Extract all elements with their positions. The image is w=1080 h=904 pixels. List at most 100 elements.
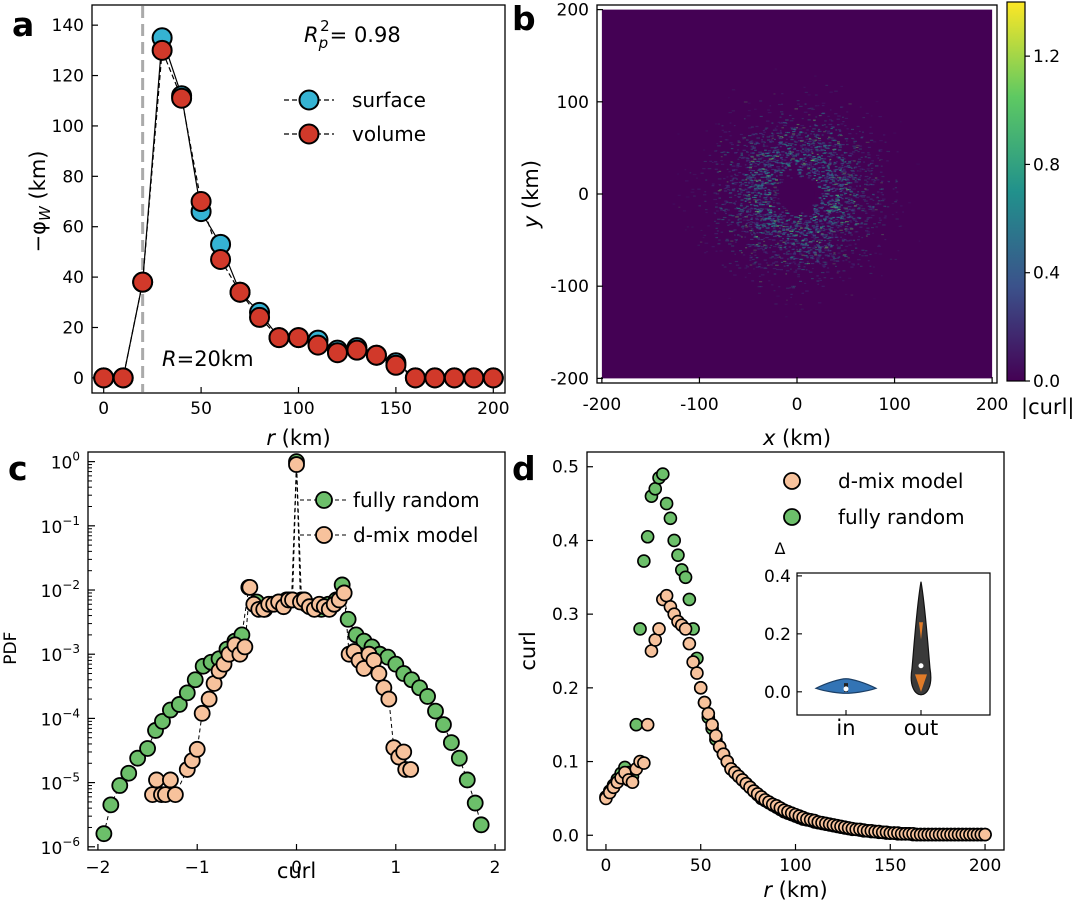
heatmap-cell: [812, 247, 816, 249]
heatmap-cell: [810, 166, 815, 168]
heatmap-cell: [742, 216, 745, 218]
heatmap-cell: [836, 272, 839, 274]
heatmap-cell: [677, 173, 680, 175]
heatmap-cell: [748, 272, 752, 275]
heatmap-cell: [822, 261, 827, 263]
heatmap-cell: [826, 212, 829, 215]
heatmap-cell: [829, 91, 833, 93]
heatmap-cell: [814, 222, 818, 224]
heatmap-cell: [816, 280, 820, 282]
heatmap-cell: [728, 262, 732, 265]
heatmap-cell: [830, 153, 833, 156]
heatmap-cell: [785, 156, 788, 159]
data-point-volume: [443, 367, 465, 389]
heatmap-cell: [837, 208, 841, 211]
heatmap-cell: [776, 153, 779, 155]
heatmap-cell: [742, 228, 745, 230]
heatmap-cell: [729, 214, 733, 216]
heatmap-cell: [732, 202, 735, 204]
heatmap-cell: [707, 168, 712, 170]
heatmap-cell: [737, 234, 740, 236]
heatmap-cell: [747, 199, 751, 201]
heatmap-cell: [832, 154, 836, 156]
heatmap-cell: [799, 144, 803, 147]
heatmap-cell: [782, 218, 785, 220]
heatmap-cell: [832, 148, 836, 151]
heatmap-cell: [829, 237, 834, 239]
heatmap-cell: [800, 166, 804, 168]
heatmap-cell: [877, 157, 880, 159]
heatmap-cell: [880, 165, 883, 167]
heatmap-cell: [758, 168, 762, 171]
data-point-volume: [93, 367, 115, 389]
heatmap-cell: [805, 151, 810, 153]
data-point-fully random: [472, 816, 490, 834]
heatmap-cell: [797, 216, 800, 219]
heatmap-cell: [855, 203, 860, 206]
heatmap-cell: [745, 150, 748, 153]
heatmap-cell: [790, 143, 794, 145]
heatmap-cell: [804, 147, 807, 149]
heatmap-cell: [870, 139, 874, 141]
heatmap-cell: [795, 155, 798, 157]
heatmap-cell: [818, 139, 822, 142]
heatmap-cell: [856, 185, 858, 187]
heatmap-cell: [767, 109, 770, 111]
heatmap-cell: [827, 163, 831, 165]
heatmap-cell: [742, 189, 746, 191]
heatmap-cell: [819, 241, 823, 243]
heatmap-cell: [800, 125, 805, 127]
heatmap-cell: [821, 165, 825, 167]
heatmap-cell: [895, 181, 898, 183]
heatmap-cell: [818, 114, 823, 117]
x-tick-label: 200: [969, 856, 1001, 876]
heatmap-cell: [789, 287, 792, 289]
heatmap-cell: [785, 251, 788, 253]
heatmap-cell: [815, 221, 819, 223]
heatmap-cell: [863, 252, 866, 254]
heatmap-cell: [820, 158, 824, 160]
heatmap-cell: [823, 237, 826, 239]
heatmap-cell: [846, 201, 849, 203]
heatmap-cell: [768, 209, 772, 211]
heatmap-cell: [789, 256, 793, 259]
heatmap-cell: [794, 129, 796, 132]
data-point-fully random: [178, 684, 196, 702]
heatmap-cell: [837, 124, 840, 126]
heatmap-cell: [886, 160, 889, 162]
heatmap-cell: [784, 166, 788, 168]
heatmap-cell: [731, 89, 736, 91]
heatmap-cell: [758, 153, 761, 155]
heatmap-cell: [814, 209, 818, 211]
heatmap-cell: [842, 280, 845, 282]
heatmap-cell: [817, 128, 821, 131]
heatmap-cell: [754, 149, 757, 151]
heatmap-cell: [878, 253, 883, 255]
heatmap-cell: [723, 187, 726, 190]
heatmap-cell: [793, 221, 797, 223]
heatmap-cell: [852, 264, 856, 266]
heatmap-cell: [750, 217, 754, 219]
legend-label: volume: [352, 122, 426, 146]
heatmap-cell: [747, 109, 751, 112]
heatmap-cell: [757, 242, 761, 244]
heatmap-cell: [778, 256, 781, 258]
heatmap-cell: [752, 244, 755, 246]
heatmap-cell: [833, 139, 837, 142]
heatmap-cell: [797, 268, 801, 270]
heatmap-cell: [785, 240, 790, 242]
heatmap-cell: [779, 240, 783, 242]
heatmap-cell: [774, 255, 779, 257]
heatmap-cell: [837, 185, 841, 187]
heatmap-cell: [822, 142, 825, 144]
heatmap-cell: [814, 94, 818, 96]
heatmap-cell: [828, 119, 832, 121]
heatmap-cell: [824, 228, 828, 231]
heatmap-cell: [761, 168, 764, 170]
heatmap-cell: [756, 237, 760, 239]
heatmap-cell: [804, 215, 808, 217]
heatmap-cell: [762, 219, 767, 221]
heatmap-cell: [741, 179, 745, 181]
heatmap-cell: [831, 139, 835, 141]
heatmap-cell: [812, 204, 815, 206]
